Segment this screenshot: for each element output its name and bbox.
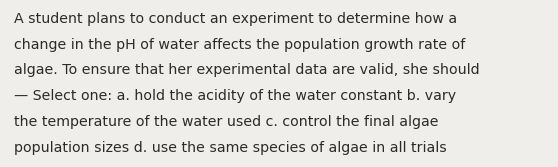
Text: the temperature of the water used c. control the final algae: the temperature of the water used c. con… (14, 115, 439, 129)
Text: population sizes d. use the same species of algae in all trials: population sizes d. use the same species… (14, 141, 447, 155)
Text: change in the pH of water affects the population growth rate of: change in the pH of water affects the po… (14, 38, 465, 52)
Text: A student plans to conduct an experiment to determine how a: A student plans to conduct an experiment… (14, 12, 457, 26)
Text: — Select one: a. hold the acidity of the water constant b. vary: — Select one: a. hold the acidity of the… (14, 89, 456, 103)
Text: algae. To ensure that her experimental data are valid, she should: algae. To ensure that her experimental d… (14, 63, 479, 77)
